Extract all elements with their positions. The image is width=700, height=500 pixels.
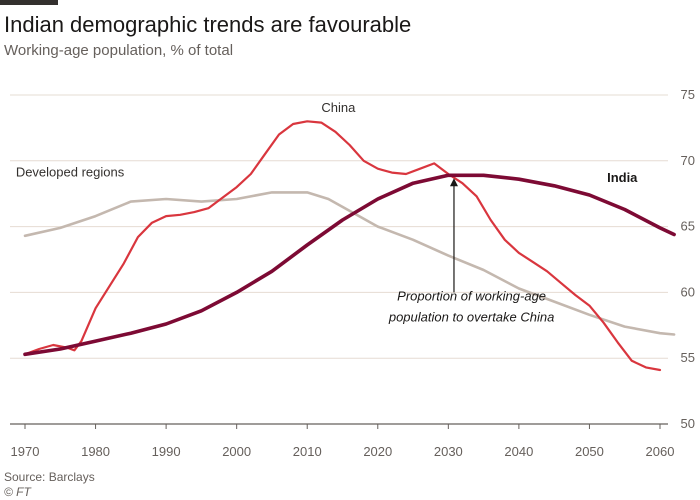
- series-line-china: [23, 120, 662, 372]
- series-line-developed-regions: [23, 191, 676, 336]
- x-tick-label: 2010: [293, 444, 322, 459]
- annotation-china: China: [321, 100, 356, 115]
- x-tick-label: 2030: [434, 444, 463, 459]
- x-tick-label: 2060: [646, 444, 675, 459]
- annotations: China Developed regions India Proportion of…: [16, 100, 638, 324]
- x-tick-label: 2020: [363, 444, 392, 459]
- x-tick-label: 2040: [504, 444, 533, 459]
- chart-title: Indian demographic trends are favourable: [4, 12, 412, 37]
- grid-lines: [10, 94, 668, 425]
- series-lines: [23, 120, 676, 372]
- annotation-developed: Developed regions: [16, 165, 125, 180]
- credit-note: © FT: [4, 485, 31, 499]
- brand-bar: [0, 0, 58, 5]
- y-tick-label: 50: [681, 416, 695, 431]
- y-axis-labels: 50 55 60 65 70 75: [681, 87, 695, 431]
- arrow-head: [449, 178, 458, 187]
- x-tick-label: 1980: [81, 444, 110, 459]
- x-tick-label: 2050: [575, 444, 604, 459]
- y-tick-label: 65: [681, 219, 695, 234]
- y-tick-label: 55: [681, 350, 695, 365]
- y-tick-label: 75: [681, 87, 695, 102]
- x-tick-label: 2000: [222, 444, 251, 459]
- x-tick-label: 1970: [11, 444, 40, 459]
- source-note: Source: Barclays: [4, 470, 95, 484]
- x-axis: 1970 1980 1990 2000 2010 2020 2030 2040 2050 2060: [11, 424, 675, 459]
- series-line-india: [23, 173, 676, 357]
- y-tick-label: 60: [681, 284, 695, 299]
- annotation-overtake1: Proportion of working-age: [397, 288, 546, 303]
- chart-subtitle: Working-age population, % of total: [4, 42, 234, 59]
- annotation-india: India: [607, 170, 638, 185]
- y-tick-label: 70: [681, 153, 695, 168]
- annotation-overtake2: population to overtake China: [388, 309, 555, 324]
- x-tick-label: 1990: [152, 444, 181, 459]
